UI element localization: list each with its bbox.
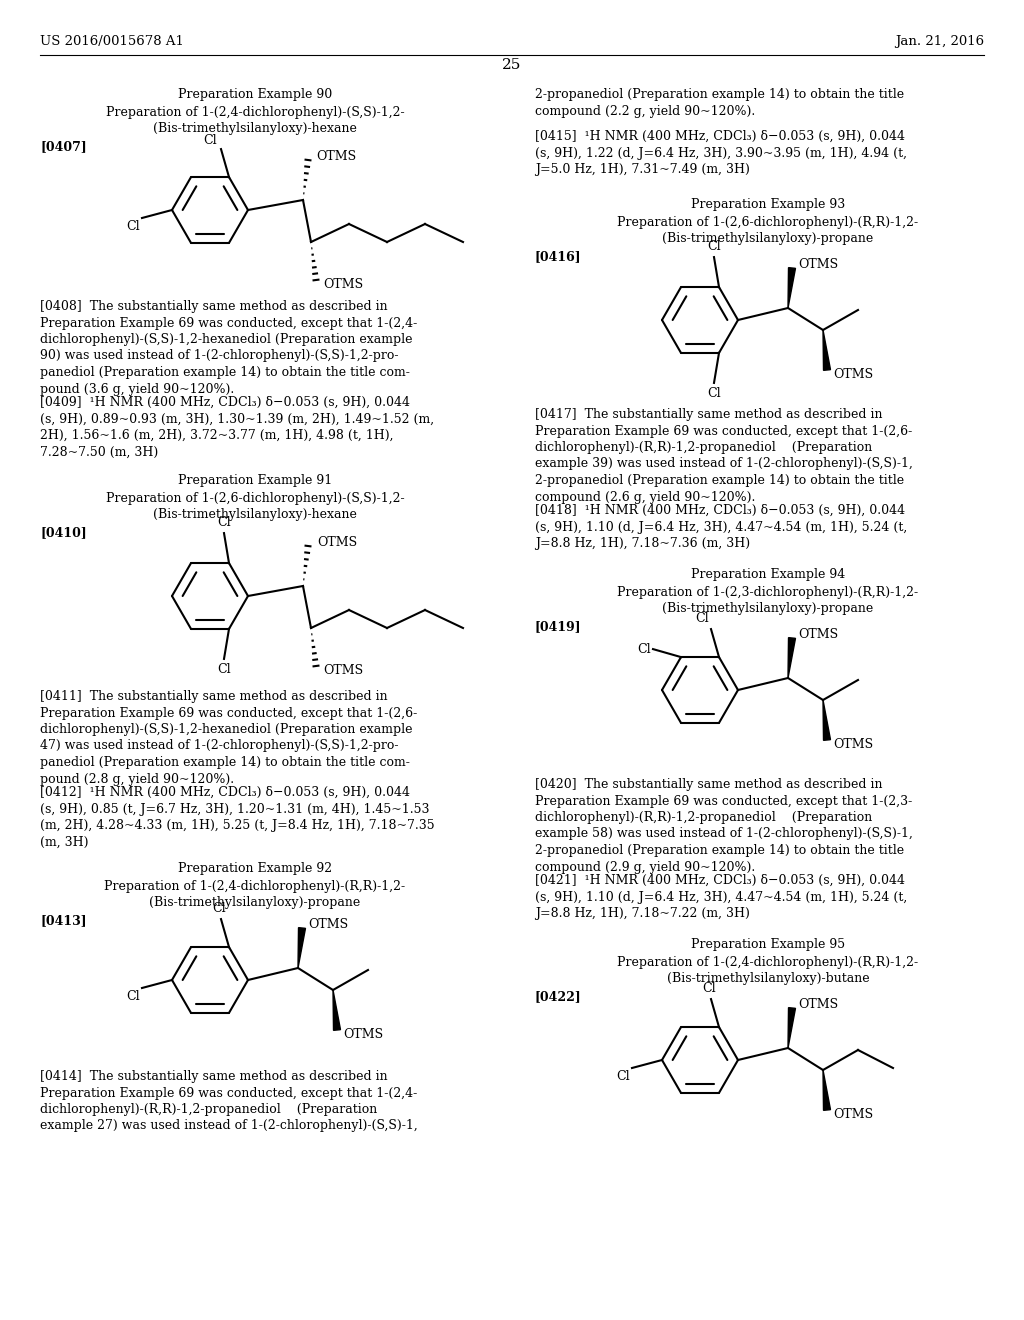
Text: [0420]  The substantially same method as described in
Preparation Example 69 was: [0420] The substantially same method as … — [535, 777, 912, 874]
Text: [0407]: [0407] — [40, 140, 87, 153]
Text: [0410]: [0410] — [40, 525, 87, 539]
Text: OTMS: OTMS — [343, 1027, 383, 1040]
Text: [0409]  ¹H NMR (400 MHz, CDCl₃) δ−0.053 (s, 9H), 0.044
(s, 9H), 0.89~0.93 (m, 3H: [0409] ¹H NMR (400 MHz, CDCl₃) δ−0.053 (… — [40, 396, 434, 458]
Text: Cl: Cl — [126, 220, 140, 234]
Text: [0421]  ¹H NMR (400 MHz, CDCl₃) δ−0.053 (s, 9H), 0.044
(s, 9H), 1.10 (d, J=6.4 H: [0421] ¹H NMR (400 MHz, CDCl₃) δ−0.053 (… — [535, 874, 907, 920]
Text: US 2016/0015678 A1: US 2016/0015678 A1 — [40, 36, 184, 49]
Text: Preparation of 1-(2,4-dichlorophenyl)-(R,R)-1,2-: Preparation of 1-(2,4-dichlorophenyl)-(R… — [617, 956, 919, 969]
Polygon shape — [788, 268, 796, 308]
Text: [0419]: [0419] — [535, 620, 582, 634]
Text: Cl: Cl — [204, 135, 217, 147]
Text: OTMS: OTMS — [798, 627, 838, 640]
Text: Preparation of 1-(2,4-dichlorophenyl)-(S,S)-1,2-: Preparation of 1-(2,4-dichlorophenyl)-(S… — [105, 106, 404, 119]
Text: [0416]: [0416] — [535, 249, 582, 263]
Text: OTMS: OTMS — [323, 277, 364, 290]
Text: Cl: Cl — [695, 612, 709, 626]
Text: Preparation Example 95: Preparation Example 95 — [691, 939, 845, 950]
Text: [0422]: [0422] — [535, 990, 582, 1003]
Polygon shape — [788, 1007, 796, 1048]
Text: Preparation Example 93: Preparation Example 93 — [691, 198, 845, 211]
Text: OTMS: OTMS — [316, 149, 356, 162]
Text: OTMS: OTMS — [317, 536, 357, 549]
Text: 25: 25 — [503, 58, 521, 73]
Text: [0411]  The substantially same method as described in
Preparation Example 69 was: [0411] The substantially same method as … — [40, 690, 417, 785]
Text: [0408]  The substantially same method as described in
Preparation Example 69 was: [0408] The substantially same method as … — [40, 300, 417, 396]
Text: OTMS: OTMS — [833, 1107, 873, 1121]
Text: Preparation of 1-(2,6-dichlorophenyl)-(R,R)-1,2-: Preparation of 1-(2,6-dichlorophenyl)-(R… — [617, 216, 919, 228]
Text: (Bis-trimethylsilanyloxy)-butane: (Bis-trimethylsilanyloxy)-butane — [667, 972, 869, 985]
Text: 2-propanediol (Preparation example 14) to obtain the title
compound (2.2 g, yiel: 2-propanediol (Preparation example 14) t… — [535, 88, 904, 117]
Text: Cl: Cl — [708, 240, 721, 253]
Text: (Bis-trimethylsilanyloxy)-propane: (Bis-trimethylsilanyloxy)-propane — [150, 896, 360, 909]
Text: OTMS: OTMS — [833, 367, 873, 380]
Text: Preparation Example 90: Preparation Example 90 — [178, 88, 332, 102]
Polygon shape — [823, 330, 830, 371]
Polygon shape — [823, 700, 830, 741]
Polygon shape — [788, 638, 796, 678]
Text: Jan. 21, 2016: Jan. 21, 2016 — [895, 36, 984, 49]
Polygon shape — [298, 928, 305, 968]
Text: Cl: Cl — [217, 516, 230, 529]
Text: (Bis-trimethylsilanyloxy)-propane: (Bis-trimethylsilanyloxy)-propane — [663, 602, 873, 615]
Text: Cl: Cl — [212, 902, 226, 915]
Text: Preparation of 1-(2,3-dichlorophenyl)-(R,R)-1,2-: Preparation of 1-(2,3-dichlorophenyl)-(R… — [617, 586, 919, 599]
Text: Cl: Cl — [708, 387, 721, 400]
Polygon shape — [333, 990, 341, 1031]
Text: (Bis-trimethylsilanyloxy)-hexane: (Bis-trimethylsilanyloxy)-hexane — [153, 508, 357, 521]
Text: Preparation Example 94: Preparation Example 94 — [691, 568, 845, 581]
Text: [0413]: [0413] — [40, 913, 87, 927]
Text: (Bis-trimethylsilanyloxy)-propane: (Bis-trimethylsilanyloxy)-propane — [663, 232, 873, 246]
Text: Preparation of 1-(2,6-dichlorophenyl)-(S,S)-1,2-: Preparation of 1-(2,6-dichlorophenyl)-(S… — [105, 492, 404, 506]
Text: OTMS: OTMS — [798, 998, 838, 1011]
Text: (Bis-trimethylsilanyloxy)-hexane: (Bis-trimethylsilanyloxy)-hexane — [153, 121, 357, 135]
Polygon shape — [823, 1071, 830, 1110]
Text: OTMS: OTMS — [308, 917, 348, 931]
Text: Cl: Cl — [702, 982, 716, 995]
Text: OTMS: OTMS — [798, 257, 838, 271]
Text: [0415]  ¹H NMR (400 MHz, CDCl₃) δ−0.053 (s, 9H), 0.044
(s, 9H), 1.22 (d, J=6.4 H: [0415] ¹H NMR (400 MHz, CDCl₃) δ−0.053 (… — [535, 129, 907, 176]
Text: OTMS: OTMS — [833, 738, 873, 751]
Text: Cl: Cl — [217, 663, 230, 676]
Text: OTMS: OTMS — [323, 664, 364, 676]
Text: [0412]  ¹H NMR (400 MHz, CDCl₃) δ−0.053 (s, 9H), 0.044
(s, 9H), 0.85 (t, J=6.7 H: [0412] ¹H NMR (400 MHz, CDCl₃) δ−0.053 (… — [40, 785, 434, 849]
Text: Cl: Cl — [126, 990, 140, 1003]
Text: Preparation Example 92: Preparation Example 92 — [178, 862, 332, 875]
Text: [0417]  The substantially same method as described in
Preparation Example 69 was: [0417] The substantially same method as … — [535, 408, 912, 503]
Text: Cl: Cl — [616, 1071, 630, 1082]
Text: [0414]  The substantially same method as described in
Preparation Example 69 was: [0414] The substantially same method as … — [40, 1071, 418, 1133]
Text: Preparation Example 91: Preparation Example 91 — [178, 474, 332, 487]
Text: Cl: Cl — [637, 643, 651, 656]
Text: [0418]  ¹H NMR (400 MHz, CDCl₃) δ−0.053 (s, 9H), 0.044
(s, 9H), 1.10 (d, J=6.4 H: [0418] ¹H NMR (400 MHz, CDCl₃) δ−0.053 (… — [535, 504, 907, 550]
Text: Preparation of 1-(2,4-dichlorophenyl)-(R,R)-1,2-: Preparation of 1-(2,4-dichlorophenyl)-(R… — [104, 880, 406, 894]
